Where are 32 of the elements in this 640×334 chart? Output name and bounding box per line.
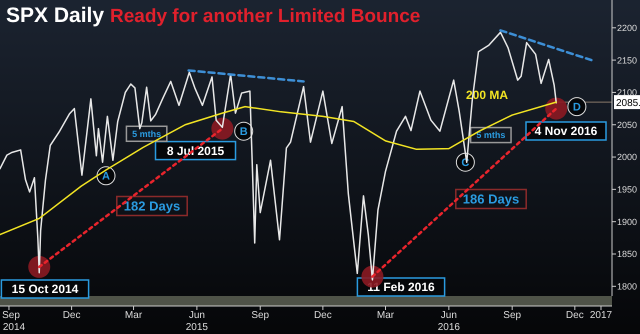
y-tick-label: 2050 bbox=[617, 120, 638, 130]
x-tick-label: Sep bbox=[503, 310, 522, 321]
annotation: A bbox=[102, 170, 110, 183]
y-tick-label: 2150 bbox=[617, 55, 638, 66]
ref-line-label: 2085. bbox=[616, 98, 640, 110]
y-tick-label: 2000 bbox=[617, 152, 638, 162]
x-tick-label: Mar bbox=[376, 310, 395, 321]
annotation: 15 Oct 2014 bbox=[12, 282, 79, 296]
chart-title: SPX Daily bbox=[6, 4, 104, 27]
x-tick-label: 2017 bbox=[590, 310, 613, 321]
x-tick-label: Jun 2015 bbox=[186, 310, 208, 333]
annotation: 5 mths bbox=[132, 128, 162, 139]
chart-subtitle: Ready for another Limited Bounce bbox=[110, 6, 420, 27]
y-tick-label: 1900 bbox=[617, 216, 638, 227]
x-tick-label: Jun 2016 bbox=[438, 310, 460, 333]
y-tick-label: 1950 bbox=[617, 184, 638, 195]
annotation: 186 Days bbox=[462, 192, 520, 207]
x-tick-label: Dec bbox=[314, 310, 332, 321]
annotation: B bbox=[240, 126, 248, 138]
annotation: 11 Feb 2016 bbox=[367, 280, 436, 294]
x-tick-label: Sep bbox=[251, 310, 270, 321]
annotation: 4 Nov 2016 bbox=[534, 124, 598, 138]
annotation: 182 Days bbox=[124, 198, 180, 214]
x-tick-label: Dec bbox=[566, 310, 584, 321]
x-tick-label: Dec bbox=[62, 310, 80, 321]
x-tick-label: Sep 2014 bbox=[2, 310, 26, 333]
y-tick-label: 2100 bbox=[617, 88, 638, 98]
annotation: D bbox=[572, 101, 581, 114]
y-tick-label: 1850 bbox=[617, 249, 638, 260]
x-tick-label: Mar bbox=[124, 310, 143, 321]
y-tick-label: 1800 bbox=[617, 281, 638, 292]
y-tick-label: 2200 bbox=[617, 22, 638, 33]
